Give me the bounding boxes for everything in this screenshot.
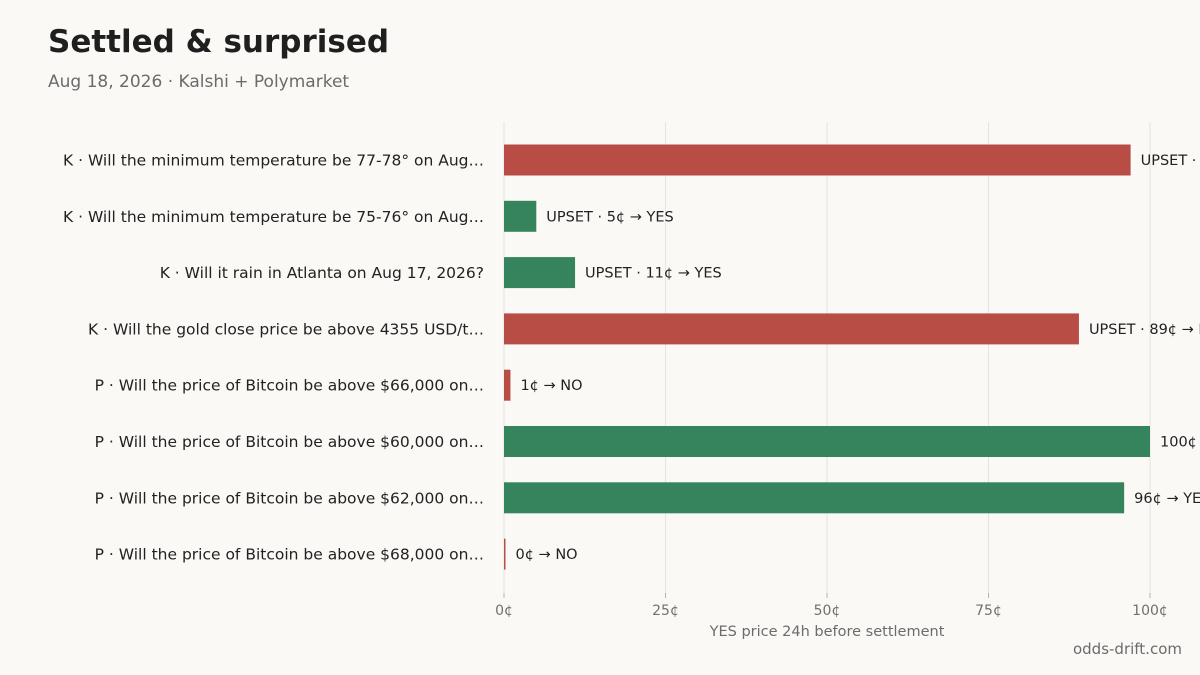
x-axis-ticks: 0¢ 25¢ 50¢ 75¢ 100¢ <box>495 593 1168 619</box>
category-label: K · Will the minimum temperature be 77-7… <box>63 152 484 170</box>
x-tick-label: 0¢ <box>495 603 513 619</box>
category-label: K · Will the minimum temperature be 75-7… <box>63 208 484 226</box>
bar <box>504 257 576 289</box>
category-label: P · Will the price of Bitcoin be above $… <box>95 377 484 395</box>
category-label: P · Will the price of Bitcoin be above $… <box>95 433 484 451</box>
bar-value-label: UPSET · 89¢ → NO <box>1089 322 1200 338</box>
x-tick-label: 100¢ <box>1132 603 1168 619</box>
source-credit: odds-drift.com <box>1072 640 1182 658</box>
bars <box>504 144 1150 570</box>
bar-value-labels: UPSET · 97¢ → NO UPSET · 5¢ → YES UPSET · … <box>516 153 1200 563</box>
category-label: P · Will the price of Bitcoin be above $… <box>95 546 484 564</box>
bar-value-label: UPSET · 11¢ → YES <box>585 266 722 282</box>
bar-value-label: 0¢ → NO <box>516 547 578 563</box>
bar <box>504 200 537 232</box>
x-axis-title: YES price 24h before settlement <box>709 624 945 640</box>
x-tick-label: 50¢ <box>814 603 841 619</box>
chart-subtitle: Aug 18, 2026 · Kalshi + Polymarket <box>48 72 350 92</box>
gridlines <box>503 122 1151 593</box>
bar-value-label: 96¢ → YES <box>1134 491 1200 507</box>
bar-value-label: 1¢ → NO <box>520 378 582 394</box>
bar <box>504 313 1079 345</box>
x-tick-label: 25¢ <box>652 603 679 619</box>
category-labels: K · Will the minimum temperature be 77-7… <box>63 152 484 564</box>
chart-title: Settled & surprised <box>48 24 390 60</box>
bar-value-label: 100¢ → YES <box>1160 435 1200 451</box>
category-label: K · Will the gold close price be above 4… <box>88 320 484 338</box>
bar <box>504 369 511 401</box>
category-label: P · Will the price of Bitcoin be above $… <box>95 489 484 507</box>
bar <box>504 538 506 570</box>
bar-value-label: UPSET · 97¢ → NO <box>1141 153 1200 169</box>
bar <box>504 144 1131 176</box>
bar-value-label: UPSET · 5¢ → YES <box>546 209 673 225</box>
category-label: K · Will it rain in Atlanta on Aug 17, 2… <box>160 264 484 282</box>
bar <box>504 482 1125 514</box>
x-tick-label: 75¢ <box>975 603 1002 619</box>
bar <box>504 426 1150 457</box>
